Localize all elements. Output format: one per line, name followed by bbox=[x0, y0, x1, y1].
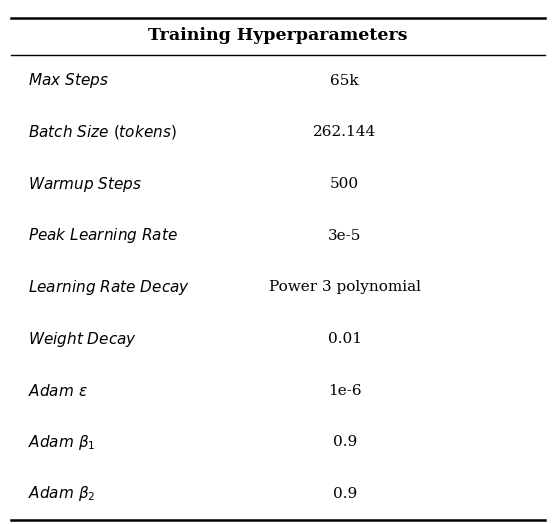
Text: 500: 500 bbox=[330, 177, 359, 191]
Text: Training Hyperparameters: Training Hyperparameters bbox=[148, 27, 408, 44]
Text: Power 3 polynomial: Power 3 polynomial bbox=[269, 280, 421, 294]
Text: $\mathit{Warmup\ Steps}$: $\mathit{Warmup\ Steps}$ bbox=[28, 174, 142, 194]
Text: $\mathit{Learning\ Rate\ Decay}$: $\mathit{Learning\ Rate\ Decay}$ bbox=[28, 278, 190, 297]
Text: $\mathit{Batch\ Size\ (tokens)}$: $\mathit{Batch\ Size\ (tokens)}$ bbox=[28, 124, 176, 141]
Text: 262.144: 262.144 bbox=[313, 125, 376, 139]
Text: $\mathit{Adam}\ \beta_1$: $\mathit{Adam}\ \beta_1$ bbox=[28, 433, 95, 452]
Text: $\mathit{Weight\ Decay}$: $\mathit{Weight\ Decay}$ bbox=[28, 330, 137, 348]
Text: 3e-5: 3e-5 bbox=[328, 229, 361, 243]
Text: 1e-6: 1e-6 bbox=[328, 384, 361, 398]
Text: $\mathit{Adam}\ \beta_2$: $\mathit{Adam}\ \beta_2$ bbox=[28, 485, 95, 504]
Text: 0.01: 0.01 bbox=[327, 332, 362, 346]
Text: $\mathit{Max\ Steps}$: $\mathit{Max\ Steps}$ bbox=[28, 71, 108, 90]
Text: $\mathit{Peak\ Learning\ Rate}$: $\mathit{Peak\ Learning\ Rate}$ bbox=[28, 226, 178, 245]
Text: 0.9: 0.9 bbox=[332, 435, 357, 450]
Text: $\mathit{Adam}\ \epsilon$: $\mathit{Adam}\ \epsilon$ bbox=[28, 383, 88, 399]
Text: 65k: 65k bbox=[330, 74, 359, 88]
Text: 0.9: 0.9 bbox=[332, 487, 357, 501]
